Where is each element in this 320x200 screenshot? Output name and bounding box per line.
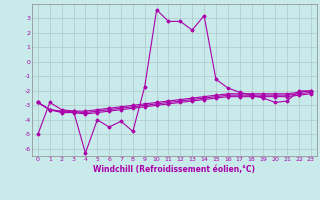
X-axis label: Windchill (Refroidissement éolien,°C): Windchill (Refroidissement éolien,°C) [93,165,255,174]
